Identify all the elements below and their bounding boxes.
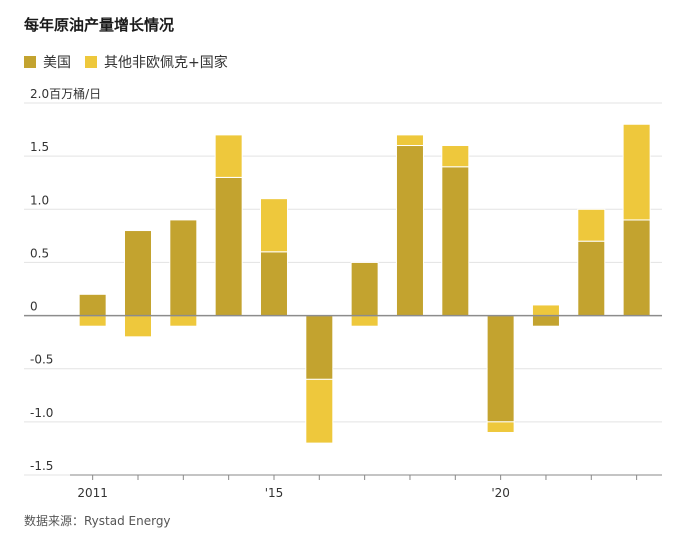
bar-2022-series-1 (577, 208, 606, 242)
legend-item-other: 其他非欧佩克+国家 (85, 52, 228, 72)
y-tick-label-5: -0.5 (30, 353, 53, 367)
legend-label-other: 其他非欧佩克+国家 (104, 55, 228, 71)
bar-2020-series-1 (486, 421, 515, 433)
bar-2016-series-0 (305, 315, 334, 380)
bar-2018-series-0 (395, 145, 424, 317)
bar-2015-series-0 (259, 251, 288, 317)
bar-2012-series-0 (124, 230, 152, 317)
bar-2014-series-1 (214, 134, 243, 178)
chart-legend: 美国 其他非欧佩克+国家 (24, 52, 228, 72)
stacked-bar-chart: 2.0百万桶/日 1.5 1.0 0.5 0 -0.5 -1.0 -1.5 2011 '15 '20 (24, 86, 662, 500)
legend-item-us: 美国 (24, 52, 71, 72)
axis-layer: 2.0百万桶/日 1.5 1.0 0.5 0 -0.5 -1.0 -1.5 2011 '15 '20 (24, 86, 662, 500)
x-tick-label-2020: '20 (491, 486, 510, 500)
y-tick-label-7: -1.5 (30, 459, 53, 473)
bar-2019-series-0 (441, 166, 470, 317)
bar-2019-series-1 (441, 145, 470, 168)
bar-2014-series-0 (214, 176, 243, 317)
y-tick-label-3: 0.5 (30, 246, 49, 260)
bar-2017-series-0 (350, 261, 379, 317)
chart-source: 数据来源：Rystad Energy (24, 514, 171, 528)
legend-label-us: 美国 (43, 55, 71, 71)
y-tick-label-4: 0 (30, 300, 38, 314)
bar-2023-series-1 (622, 123, 651, 221)
bar-2013-series-1 (169, 315, 198, 327)
grid-layer (24, 102, 662, 476)
x-tick-label-2015: '15 (265, 486, 284, 500)
y-tick-label-0: 2.0百万桶/日 (30, 86, 101, 101)
legend-swatch-us (24, 56, 36, 68)
bar-2022-series-0 (577, 240, 606, 317)
bar-2023-series-0 (622, 219, 651, 317)
y-tick-label-2: 1.0 (30, 193, 49, 207)
x-tick-label-2011: 2011 (77, 486, 108, 500)
bar-layer (78, 123, 651, 444)
bar-2017-series-1 (350, 315, 379, 327)
bar-2015-series-1 (259, 198, 288, 253)
chart-title: 每年原油产量增长情况 (24, 16, 175, 34)
bar-2021-series-0 (531, 315, 560, 327)
legend-swatch-other (85, 56, 97, 68)
bar-2012-series-1 (124, 315, 152, 338)
bar-2011-series-0 (78, 293, 107, 317)
bar-2011-series-1 (78, 315, 107, 327)
bar-2016-series-1 (305, 378, 334, 444)
bar-2013-series-0 (169, 219, 198, 317)
y-tick-label-6: -1.0 (30, 406, 53, 420)
y-tick-label-1: 1.5 (30, 140, 49, 154)
bar-2018-series-1 (395, 134, 424, 147)
bar-2021-series-1 (531, 304, 560, 317)
bar-2020-series-0 (486, 315, 515, 423)
